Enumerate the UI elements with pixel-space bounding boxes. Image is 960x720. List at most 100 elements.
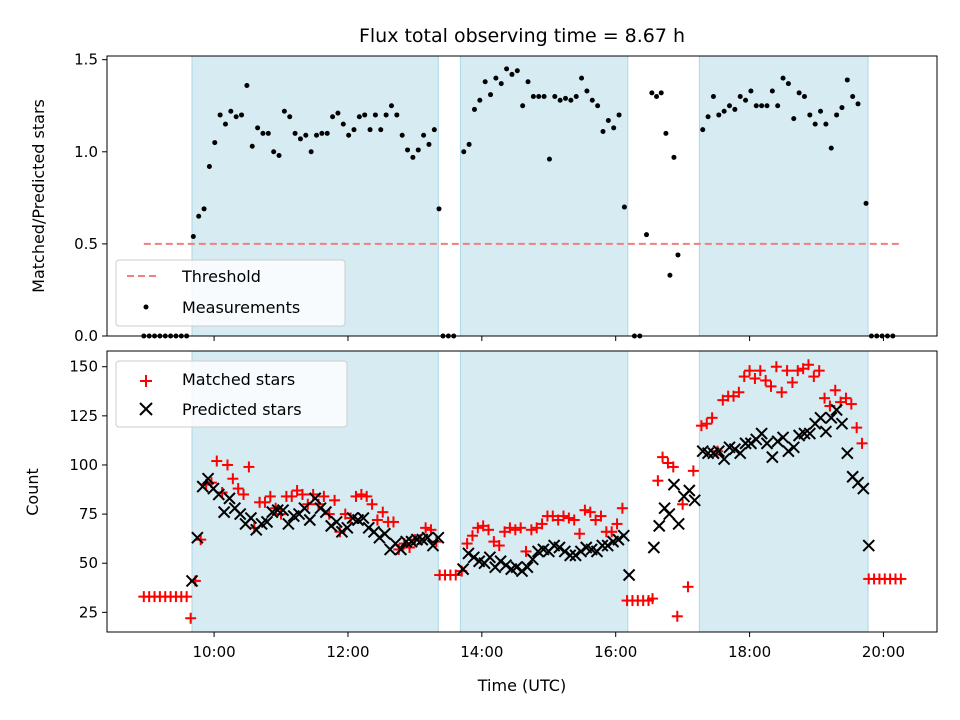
- matched-star-point: [296, 488, 308, 500]
- matched-star-point: [667, 461, 679, 473]
- bottom-y-tick-label: 150: [69, 358, 98, 376]
- matched-star-point: [682, 581, 694, 593]
- measurement-point: [705, 114, 711, 120]
- predicted-star-point: [653, 519, 666, 533]
- matched-star-point: [387, 516, 399, 528]
- matched-star-point: [595, 510, 607, 522]
- predicted-star-point: [303, 513, 317, 527]
- bottom-y-axis-label: Count: [23, 468, 42, 516]
- predicted-star-point: [494, 555, 507, 568]
- measurement-point: [546, 156, 552, 162]
- legend-matched-label: Matched stars: [182, 370, 295, 389]
- matched-star-point: [657, 451, 669, 463]
- predicted-star-point: [558, 545, 572, 558]
- predicted-star-point: [196, 480, 209, 493]
- predicted-star-point: [223, 492, 236, 505]
- x-tick-label: 20:00: [862, 643, 905, 661]
- predicted-star-point: [663, 507, 676, 521]
- measurement-point: [568, 97, 574, 103]
- measurement-point: [700, 127, 706, 133]
- measurement-point: [504, 66, 510, 72]
- predicted-star-point: [499, 558, 513, 572]
- predicted-star-point: [373, 531, 386, 544]
- top-y-tick-label: 1.0: [74, 143, 98, 161]
- predicted-star-point: [596, 539, 609, 552]
- measurement-point: [421, 132, 427, 138]
- matched-star-point: [606, 526, 618, 538]
- measurement-point: [399, 132, 405, 138]
- measurement-point: [346, 132, 352, 138]
- measurement-point: [466, 141, 472, 147]
- predicted-star-point: [819, 425, 833, 438]
- measurement-point: [737, 94, 743, 100]
- matched-star-point: [361, 490, 373, 502]
- measurement-point: [471, 106, 477, 112]
- measurement-point: [482, 79, 488, 85]
- measurement-point: [759, 103, 765, 109]
- matched-star-point: [472, 522, 484, 534]
- measurement-point: [855, 101, 861, 107]
- matched-star-point: [695, 420, 707, 432]
- predicted-star-point: [563, 549, 577, 562]
- predicted-star-point: [647, 541, 661, 554]
- matched-star-point: [568, 514, 580, 526]
- measurement-point: [244, 82, 250, 88]
- measurement-point: [249, 143, 255, 149]
- measurement-point: [461, 149, 467, 155]
- measurement-point: [281, 108, 287, 114]
- matched-star-point: [355, 488, 367, 500]
- x-axis-label: Time (UTC): [477, 676, 566, 695]
- predicted-star-point: [276, 503, 290, 517]
- matched-star-point: [232, 483, 244, 495]
- predicted-star-point: [798, 427, 811, 440]
- matched-star-point: [840, 392, 852, 404]
- matched-star-point: [687, 465, 699, 477]
- predicted-star-point: [432, 531, 445, 544]
- predicted-star-point: [217, 505, 231, 519]
- measurement-point: [557, 97, 563, 103]
- predicted-star-point: [701, 446, 715, 460]
- predicted-star-point: [825, 411, 838, 425]
- predicted-star-point: [233, 507, 247, 521]
- predicted-star-point: [835, 417, 849, 430]
- predicted-star-point: [622, 568, 636, 582]
- top-y-tick-label: 0.0: [74, 327, 98, 345]
- predicted-star-point: [421, 531, 434, 544]
- measurement-point: [388, 103, 394, 109]
- legend-predicted-swatch: [139, 402, 153, 416]
- measurement-point: [415, 147, 421, 153]
- measurement-point: [595, 103, 601, 109]
- predicted-star-point: [362, 521, 375, 535]
- measurement-point: [431, 127, 437, 133]
- matched-star-point: [366, 498, 378, 510]
- x-tick-label: 14:00: [460, 643, 503, 661]
- top-x-ticks: [213, 336, 884, 341]
- matched-star-point: [181, 591, 193, 603]
- measurement-point: [351, 127, 357, 133]
- measurement-point: [748, 88, 754, 94]
- measurement-point: [605, 117, 611, 123]
- measurement-point: [667, 272, 673, 278]
- measurement-point: [801, 94, 807, 100]
- predicted-star-point: [325, 519, 338, 533]
- predicted-star-point: [335, 525, 349, 538]
- measurement-point: [255, 125, 261, 131]
- measurement-point: [394, 112, 400, 118]
- matched-star-point: [329, 494, 341, 506]
- matched-star-point: [461, 538, 473, 550]
- measurement-point: [297, 136, 303, 142]
- predicted-star-point: [394, 543, 408, 556]
- top-legend-box: [115, 259, 346, 327]
- predicted-star-point: [515, 564, 529, 578]
- measurement-point: [426, 141, 432, 147]
- measurement-point: [812, 121, 818, 127]
- bottom-y-tick-label: 100: [69, 456, 98, 474]
- matched-star-point: [350, 490, 362, 502]
- predicted-star-point: [814, 411, 827, 425]
- measurement-point: [844, 77, 850, 83]
- measurement-point: [319, 130, 325, 136]
- predicted-star-point: [212, 488, 225, 501]
- predicted-star-point: [483, 551, 497, 564]
- measurement-point: [785, 81, 791, 87]
